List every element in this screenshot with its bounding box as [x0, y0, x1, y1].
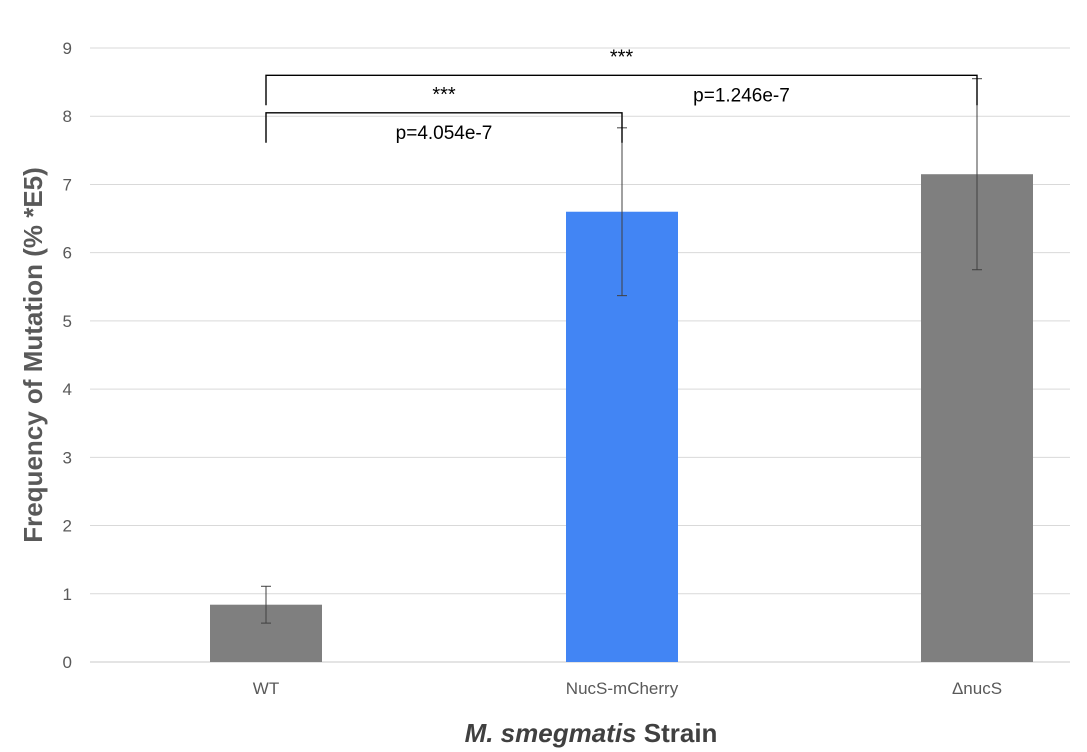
y-tick-label: 5 [63, 312, 72, 331]
y-tick-label: 4 [63, 380, 72, 399]
y-tick-label: 1 [63, 585, 72, 604]
y-tick-label: 6 [63, 244, 72, 263]
significance-bracket [265, 112, 623, 143]
y-tick-label: 2 [63, 517, 72, 536]
significance-stars: *** [610, 46, 634, 68]
x-category-label: WT [253, 679, 279, 698]
x-axis-label-rest: Strain [637, 718, 718, 748]
x-category-label: NucS-mCherry [566, 679, 679, 698]
y-tick-label: 0 [63, 653, 72, 672]
y-tick-label: 7 [63, 175, 72, 194]
x-axis-label-italic: M. smegmatis [465, 718, 637, 748]
error-bar [261, 585, 271, 624]
x-axis-label: M. smegmatis Strain [465, 718, 718, 748]
error-bars [261, 78, 982, 624]
significance-stars: *** [432, 84, 456, 106]
significance-bracket [265, 74, 978, 106]
x-category-label: ΔnucS [952, 679, 1002, 698]
significance-brackets: *** p=4.054e-7 *** p=1.246e-7 [265, 46, 978, 144]
p-value-label: p=4.054e-7 [396, 123, 493, 144]
y-tick-label: 9 [63, 39, 72, 58]
y-tick-label: 3 [63, 448, 72, 467]
x-axis-categories: WT NucS-mCherry ΔnucS [253, 679, 1002, 698]
y-axis-ticks: 0 1 2 3 4 5 6 7 8 9 [63, 39, 72, 672]
p-value-label: p=1.246e-7 [693, 85, 790, 106]
y-tick-label: 8 [63, 107, 72, 126]
y-axis-label: Frequency of Mutation (% *E5) [18, 167, 48, 543]
